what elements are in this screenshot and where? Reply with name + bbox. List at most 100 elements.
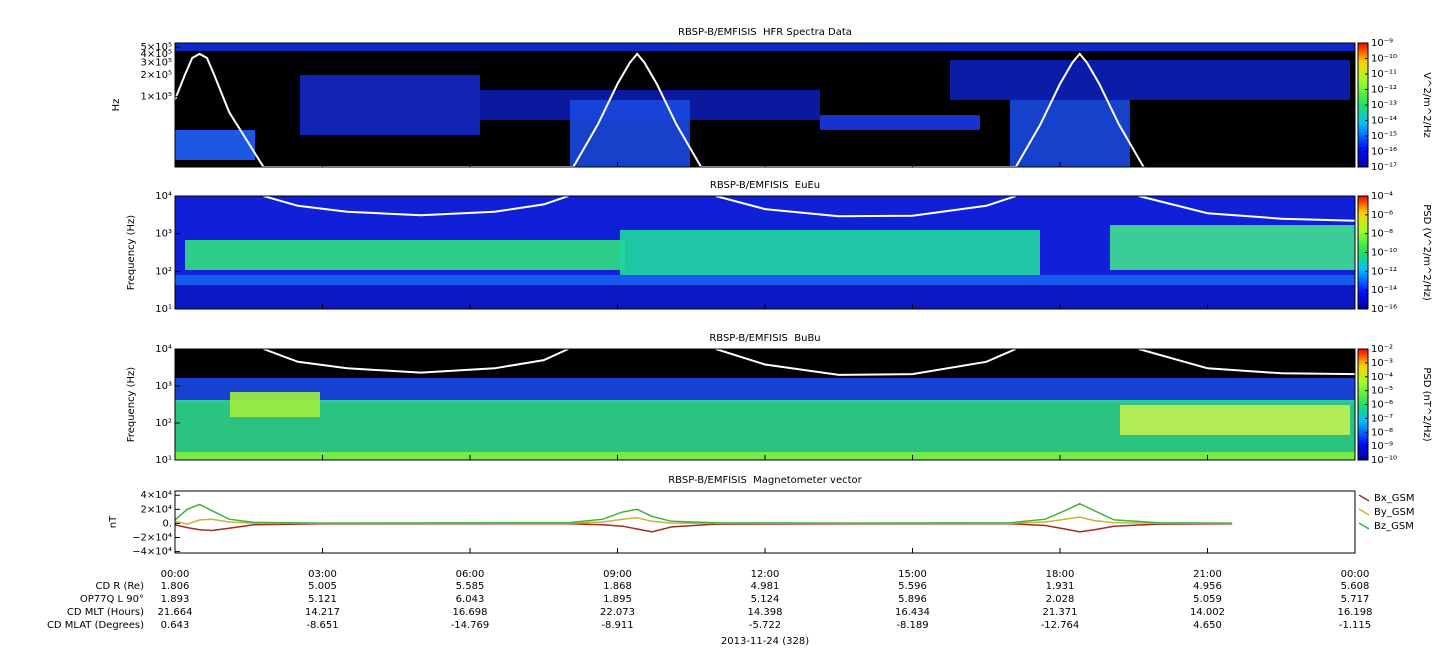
ephemeris-value: -1.115 bbox=[1339, 620, 1371, 631]
colorbar-tick-label: 10⁻¹¹ bbox=[1371, 69, 1397, 80]
ephemeris-value: -5.722 bbox=[749, 620, 781, 631]
colorbar-tick-label: 10⁻⁵ bbox=[1371, 386, 1393, 397]
date-label: 2013-11-24 (328) bbox=[721, 636, 809, 647]
spectrogram-band bbox=[175, 43, 1355, 51]
data-line bbox=[175, 523, 1233, 533]
spectrogram-band bbox=[820, 115, 980, 130]
data-line bbox=[175, 502, 1233, 524]
plot-area bbox=[175, 43, 1355, 167]
y-tick-label: 10¹ bbox=[155, 304, 172, 315]
y-tick-label: 5×10⁵ bbox=[141, 42, 172, 53]
x-tick-label: 06:00 bbox=[456, 569, 485, 580]
colorbar-tick-label: 10⁻¹⁴ bbox=[1371, 116, 1397, 127]
spectrogram-band bbox=[1010, 100, 1130, 167]
data-line bbox=[175, 516, 1233, 525]
ephemeris-label: CD MLAT (Degrees) bbox=[47, 620, 144, 631]
ephemeris-value: 21.664 bbox=[158, 607, 193, 618]
ephemeris-value: 14.398 bbox=[748, 607, 783, 618]
colorbar-tick-label: 10⁻¹² bbox=[1371, 266, 1397, 277]
spectrogram-band bbox=[950, 60, 1350, 100]
y-tick-label: 10² bbox=[155, 266, 172, 277]
y-axis-label: nT bbox=[108, 515, 119, 528]
y-tick-label: 10² bbox=[155, 418, 172, 429]
colorbar-tick-label: 10⁻¹⁶ bbox=[1371, 304, 1397, 315]
legend-label: By_GSM bbox=[1374, 507, 1415, 518]
y-tick-label: −4×10⁴ bbox=[132, 547, 172, 558]
ephemeris-value: 16.698 bbox=[453, 607, 488, 618]
ephemeris-value: 4.956 bbox=[1193, 581, 1222, 592]
y-tick-label: 1×10⁵ bbox=[141, 91, 172, 102]
spectrogram-band bbox=[300, 75, 480, 135]
legend-swatch bbox=[1358, 522, 1370, 530]
x-tick-label: 15:00 bbox=[898, 569, 927, 580]
y-tick-label: 10¹ bbox=[155, 455, 172, 466]
spectrogram-band bbox=[570, 100, 690, 167]
y-tick-label: 10³ bbox=[155, 381, 172, 392]
colorbar-tick-label: 10⁻⁸ bbox=[1371, 229, 1393, 240]
colorbar-tick-label: 10⁻¹⁰ bbox=[1371, 248, 1397, 259]
ephemeris-value: 1.893 bbox=[161, 594, 190, 605]
colorbar-tick-label: 10⁻⁴ bbox=[1371, 372, 1393, 383]
colorbar-tick-label: 10⁻⁷ bbox=[1371, 413, 1393, 424]
y-tick-label: 3×10⁵ bbox=[141, 58, 172, 69]
x-tick-label: 00:00 bbox=[161, 569, 190, 580]
colorbar-tick-label: 10⁻¹⁴ bbox=[1371, 285, 1397, 296]
y-tick-label: 10⁴ bbox=[155, 344, 172, 355]
y-axis-label: Frequency (Hz) bbox=[126, 215, 137, 291]
frequency-line bbox=[263, 196, 1355, 222]
colorbar-tick-label: 10⁻¹⁵ bbox=[1371, 131, 1397, 142]
colorbar-tick-label: 10⁻⁹ bbox=[1371, 441, 1393, 452]
ephemeris-value: 5.005 bbox=[308, 581, 337, 592]
colorbar-tick-label: 10⁻⁶ bbox=[1371, 210, 1393, 221]
frequency-line bbox=[175, 52, 1145, 167]
y-tick-label: 2×10⁵ bbox=[141, 70, 172, 81]
ephemeris-label: OP77Q L 90° bbox=[80, 594, 144, 605]
x-tick-label: 18:00 bbox=[1046, 569, 1075, 580]
spectrogram-band bbox=[175, 275, 1355, 285]
colorbar-label: V^2/m^2/Hz bbox=[1421, 72, 1432, 138]
panel-title: RBSP-B/EMFISIS HFR Spectra Data bbox=[678, 27, 852, 38]
ephemeris-value: 4.981 bbox=[751, 581, 780, 592]
colorbar-tick-label: 10⁻¹⁶ bbox=[1371, 147, 1397, 158]
ephemeris-value: 0.643 bbox=[161, 620, 190, 631]
legend-label: Bx_GSM bbox=[1374, 493, 1415, 504]
spectrogram-band bbox=[175, 130, 255, 160]
ephemeris-value: 16.198 bbox=[1338, 607, 1373, 618]
colorbar-label: PSD (nT^2/Hz) bbox=[1421, 367, 1432, 441]
y-axis-label: Hz bbox=[111, 99, 122, 112]
ephemeris-value: 14.002 bbox=[1190, 607, 1225, 618]
ephemeris-value: 1.895 bbox=[603, 594, 632, 605]
spectrogram-band bbox=[620, 230, 1040, 275]
y-tick-label: 10³ bbox=[155, 229, 172, 240]
y-tick-label: −2×10⁴ bbox=[132, 533, 172, 544]
x-tick-label: 00:00 bbox=[1341, 569, 1370, 580]
frequency-line bbox=[263, 349, 1355, 376]
ephemeris-value: 5.717 bbox=[1341, 594, 1370, 605]
legend-label: Bz_GSM bbox=[1374, 521, 1414, 532]
colorbar-tick-label: 10⁻¹⁷ bbox=[1371, 162, 1397, 173]
colorbar-tick-label: 10⁻³ bbox=[1371, 358, 1393, 369]
ephemeris-label: CD MLT (Hours) bbox=[67, 607, 144, 618]
colorbar-tick-label: 10⁻⁸ bbox=[1371, 427, 1393, 438]
ephemeris-value: 14.217 bbox=[305, 607, 340, 618]
plot-area bbox=[175, 502, 1233, 533]
ephemeris-value: 6.043 bbox=[456, 594, 485, 605]
ephemeris-value: 5.124 bbox=[751, 594, 780, 605]
ephemeris-value: -8.651 bbox=[306, 620, 338, 631]
spectrogram-band bbox=[1110, 225, 1355, 270]
panel-frame bbox=[174, 490, 1356, 554]
ephemeris-value: -14.769 bbox=[451, 620, 490, 631]
plot-area bbox=[175, 349, 1355, 460]
colorbar-tick-label: 10⁻⁹ bbox=[1371, 38, 1393, 49]
ephemeris-label: CD R (Re) bbox=[96, 581, 145, 592]
ephemeris-value: 5.121 bbox=[308, 594, 337, 605]
ephemeris-value: 5.585 bbox=[456, 581, 485, 592]
ephemeris-value: 16.434 bbox=[895, 607, 930, 618]
y-tick-label: 4×10⁴ bbox=[141, 490, 172, 501]
ephemeris-value: 5.059 bbox=[1193, 594, 1222, 605]
plot-area bbox=[175, 196, 1355, 309]
y-axis-label: Frequency (Hz) bbox=[126, 367, 137, 443]
y-tick-label: 4×10⁵ bbox=[141, 49, 172, 60]
spectrogram-band bbox=[1120, 405, 1350, 435]
x-tick-label: 09:00 bbox=[603, 569, 632, 580]
